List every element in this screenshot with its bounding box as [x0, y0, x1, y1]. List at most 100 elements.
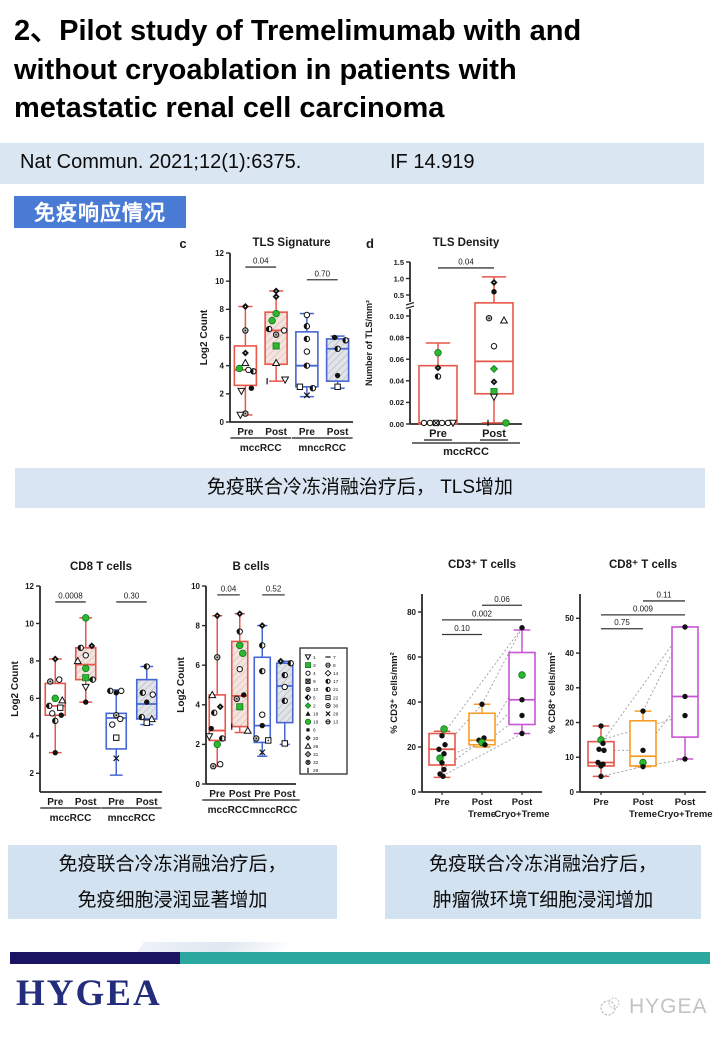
svg-text:0: 0 [220, 418, 225, 427]
svg-text:26: 26 [313, 744, 319, 750]
svg-text:6: 6 [313, 728, 316, 734]
svg-text:0.06: 0.06 [389, 355, 404, 364]
caption-immune-infiltration: 免疫联合冷冻消融治疗后， 免疫细胞浸润显著增加 [8, 845, 337, 919]
svg-text:4: 4 [220, 361, 225, 370]
svg-text:0.04: 0.04 [458, 257, 474, 266]
chart-cd8-density: 0 10 20 30 40 50 CD8⁺ T cells % CD8⁺ cells/mm² P… [546, 554, 720, 826]
svg-text:0.0008: 0.0008 [58, 591, 83, 600]
svg-text:21: 21 [333, 687, 339, 693]
svg-text:0.10: 0.10 [454, 624, 470, 633]
svg-text:Post: Post [675, 797, 696, 808]
svg-text:Pre: Pre [434, 797, 449, 808]
hygea-logo: HYGEA [16, 973, 162, 1014]
svg-text:4: 4 [196, 701, 201, 710]
svg-text:12: 12 [215, 249, 224, 258]
svg-text:30: 30 [565, 684, 574, 693]
svg-text:17: 17 [333, 679, 339, 685]
watermark-globe-icon [600, 997, 620, 1016]
svg-text:TLS Signature: TLS Signature [253, 237, 331, 249]
svg-text:Pre: Pre [209, 789, 226, 800]
citation-text: Nat Commun. 2021;12(1):6375. [20, 151, 302, 173]
svg-text:B cells: B cells [232, 561, 269, 573]
svg-text:20: 20 [407, 743, 416, 752]
svg-text:0: 0 [570, 788, 575, 797]
svg-text:9: 9 [313, 679, 316, 685]
svg-text:0.75: 0.75 [614, 618, 630, 627]
svg-text:10: 10 [313, 687, 319, 693]
svg-text:60: 60 [407, 653, 416, 662]
tls-signature-boxplot: 0 2 4 6 8 10 12 TLS Signature c Log2 Count Pre Post… [179, 236, 353, 454]
svg-text:0.04: 0.04 [253, 257, 269, 266]
svg-text:6: 6 [220, 333, 225, 342]
svg-text:2: 2 [313, 703, 316, 709]
svg-text:0.08: 0.08 [389, 333, 404, 342]
chart-tls-density: 0.00 0.02 0.04 0.06 0.08 0.10 0.5 1.0 1.5 TLS Den… [352, 232, 538, 458]
svg-text:Cryo+Treme: Cryo+Treme [494, 809, 549, 820]
svg-text:14: 14 [333, 671, 339, 677]
svg-text:0: 0 [196, 780, 201, 789]
svg-text:Log2 Count: Log2 Count [176, 657, 187, 713]
chart-cd8-t-cells: 2 4 6 8 10 12 CD8 T cells Log2 Count Pre Post Pre P… [10, 556, 180, 822]
watermark-text: HYGEA [629, 995, 708, 1018]
svg-text:mnccRCC: mnccRCC [298, 443, 346, 454]
chart-b-cells: 0 2 4 6 8 10 B cells Log2 Count Pre Post Pre Post 0.… [176, 556, 362, 822]
cd8-t-cells-boxplot: 2 4 6 8 10 12 CD8 T cells Log2 Count Pre Post Pre P… [10, 561, 162, 822]
svg-text:2: 2 [220, 390, 225, 399]
svg-text:10: 10 [215, 277, 224, 286]
chart-cd3-density: 0 20 40 60 80 CD3⁺ T cells % CD3⁺ cells/mm² Pre… [388, 554, 556, 826]
svg-text:0: 0 [412, 788, 417, 797]
svg-text:mccRCC: mccRCC [208, 805, 250, 816]
svg-text:50: 50 [565, 614, 574, 623]
footer-bar-navy [10, 952, 180, 964]
svg-text:mccRCC: mccRCC [443, 446, 489, 458]
svg-text:Log2 Count: Log2 Count [10, 661, 21, 717]
svg-text:20: 20 [565, 718, 574, 727]
footer-bar-teal [180, 952, 710, 964]
svg-text:Post: Post [327, 427, 349, 438]
svg-text:Cryo+Treme: Cryo+Treme [657, 809, 712, 820]
svg-text:1: 1 [313, 655, 316, 661]
svg-text:8: 8 [196, 621, 201, 630]
svg-text:Post: Post [229, 789, 251, 800]
svg-text:0.02: 0.02 [389, 398, 404, 407]
svg-text:Pre: Pre [237, 427, 254, 438]
caption-tls-increase: 免疫联合冷冻消融治疗后， TLS增加 [15, 468, 705, 508]
svg-text:mnccRCC: mnccRCC [108, 813, 156, 822]
svg-text:5: 5 [313, 695, 316, 701]
cd3-density-boxplot: 0 20 40 60 80 CD3⁺ T cells % CD3⁺ cells/mm² Pre… [389, 559, 550, 820]
svg-text:20: 20 [313, 736, 319, 742]
svg-text:12: 12 [25, 582, 34, 591]
svg-text:0.5: 0.5 [394, 291, 404, 300]
svg-text:Number of TLS/mm²: Number of TLS/mm² [364, 300, 374, 386]
svg-text:0.30: 0.30 [124, 591, 140, 600]
svg-text:Post: Post [75, 797, 97, 808]
svg-text:32: 32 [313, 760, 319, 766]
svg-text:80: 80 [407, 608, 416, 617]
svg-text:Treme: Treme [629, 809, 657, 820]
svg-text:28: 28 [313, 768, 319, 774]
svg-text:% CD3⁺ cells/mm²: % CD3⁺ cells/mm² [389, 652, 400, 734]
page-title: 2、Pilot study of Tremelimumab with and w… [14, 15, 582, 125]
svg-text:13: 13 [333, 720, 339, 726]
svg-text:0.002: 0.002 [472, 609, 493, 618]
section-badge: 免疫响应情况 [14, 196, 186, 228]
svg-text:8: 8 [220, 305, 225, 314]
svg-text:d: d [366, 236, 374, 251]
svg-text:0.04: 0.04 [389, 377, 404, 386]
svg-text:Pre: Pre [429, 428, 447, 440]
svg-text:10: 10 [25, 619, 34, 628]
svg-text:8: 8 [333, 663, 336, 669]
svg-text:Post: Post [274, 789, 296, 800]
svg-text:0.70: 0.70 [314, 269, 330, 278]
svg-text:6: 6 [196, 661, 201, 670]
svg-text:CD8 T cells: CD8 T cells [70, 561, 132, 573]
watermark: HYGEA [598, 994, 708, 1020]
svg-text:0.04: 0.04 [221, 584, 237, 593]
svg-text:CD8⁺ T cells: CD8⁺ T cells [609, 559, 677, 571]
svg-text:CD3⁺ T cells: CD3⁺ T cells [448, 559, 516, 571]
svg-text:Post: Post [472, 797, 493, 808]
svg-text:Log2 Count: Log2 Count [199, 309, 210, 365]
svg-text:% CD8⁺ cells/mm²: % CD8⁺ cells/mm² [547, 652, 558, 734]
